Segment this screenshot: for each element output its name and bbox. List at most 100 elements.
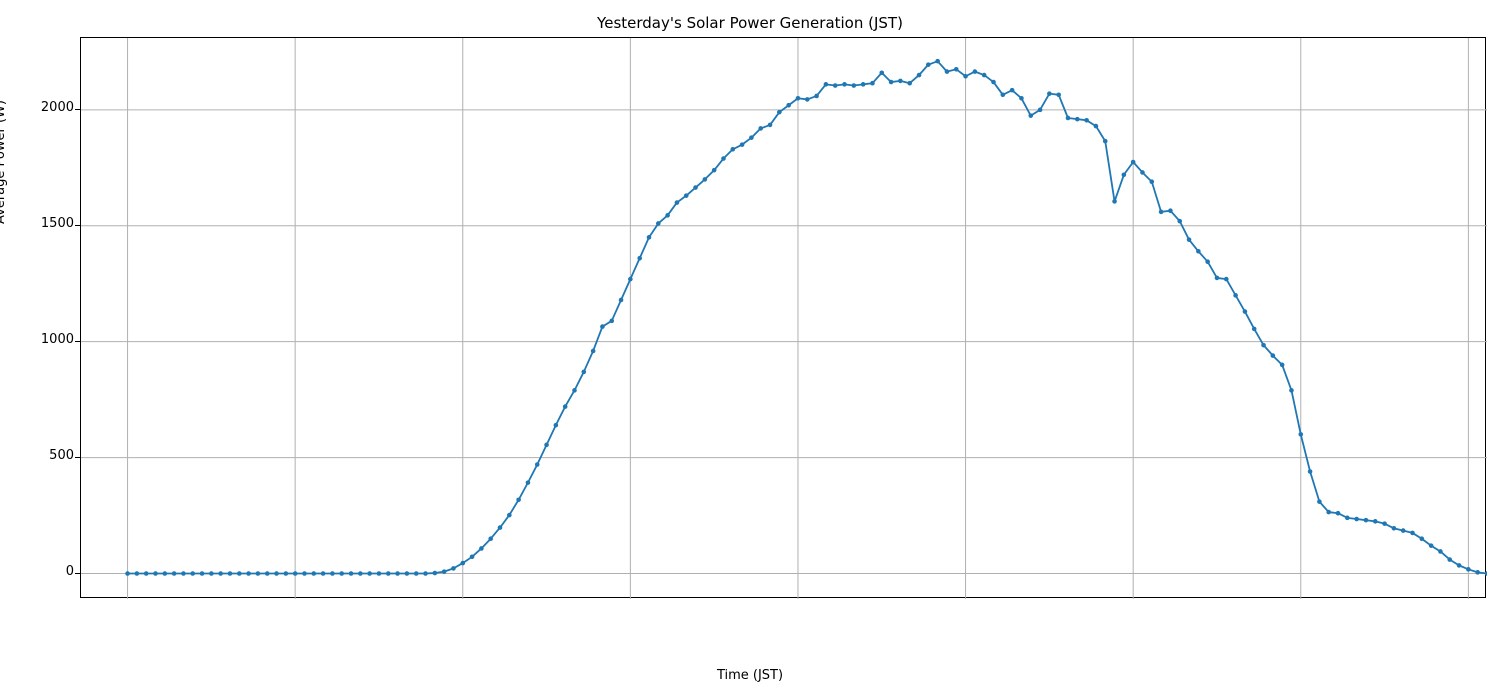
data-point-marker — [842, 82, 847, 87]
y-tick-label: 500 — [49, 447, 74, 463]
data-point-marker — [953, 67, 959, 72]
data-point-marker — [1149, 179, 1155, 185]
data-point-marker — [1261, 342, 1266, 348]
data-point-marker — [972, 69, 978, 74]
data-point-marker — [1382, 521, 1387, 526]
data-point-marker — [758, 126, 764, 131]
data-point-marker — [777, 109, 782, 115]
data-point-marker — [376, 571, 382, 576]
data-point-marker — [944, 69, 950, 74]
data-point-marker — [246, 571, 251, 576]
data-point-marker — [553, 422, 559, 428]
data-point-marker — [600, 324, 605, 329]
data-point-marker — [562, 404, 568, 409]
data-point-marker — [1354, 516, 1359, 522]
data-point-marker — [814, 93, 819, 99]
data-point-marker — [330, 571, 335, 576]
data-point-marker — [367, 571, 372, 576]
data-point-marker — [227, 571, 233, 576]
data-point-marker — [236, 571, 242, 576]
y-tick-label: 2000 — [40, 99, 74, 115]
data-point-marker — [860, 82, 866, 87]
data-point-marker — [1307, 469, 1313, 474]
data-point-marker — [1196, 248, 1201, 254]
data-point-marker — [618, 297, 624, 303]
data-point-marker — [1298, 432, 1304, 437]
data-point-marker — [1009, 87, 1015, 93]
data-point-marker — [656, 221, 661, 226]
data-point-marker — [1075, 116, 1080, 122]
y-tick-mark — [75, 224, 80, 226]
data-point-marker — [171, 571, 177, 576]
chart-title: Yesterday's Solar Power Generation (JST) — [597, 14, 903, 32]
y-tick-mark — [75, 572, 80, 574]
data-point-marker — [1484, 571, 1487, 576]
data-point-marker — [581, 369, 587, 375]
data-point-marker — [1289, 388, 1294, 393]
x-axis-label: Time (JST) — [716, 668, 784, 683]
data-point-marker — [451, 566, 456, 571]
y-tick-mark — [75, 340, 80, 342]
data-point-marker — [646, 235, 652, 240]
data-point-marker — [218, 571, 223, 576]
data-point-marker — [1084, 118, 1089, 123]
data-point-marker — [804, 97, 810, 102]
data-point-marker — [534, 462, 540, 467]
data-point-marker — [1205, 259, 1210, 264]
gridlines — [81, 38, 1487, 599]
data-point-marker — [721, 156, 726, 161]
y-tick-label: 0 — [65, 563, 74, 579]
data-point-marker — [1345, 515, 1350, 521]
data-point-marker — [590, 348, 596, 354]
data-point-marker — [162, 571, 168, 576]
data-point-marker — [888, 79, 894, 85]
data-point-marker — [926, 62, 931, 67]
data-point-marker — [1214, 275, 1220, 281]
data-point-marker — [1363, 517, 1369, 523]
data-point-marker — [153, 571, 158, 576]
data-point-marker — [404, 571, 410, 576]
data-point-marker — [413, 571, 419, 576]
data-point-marker — [730, 146, 736, 152]
data-point-marker — [1102, 138, 1108, 144]
data-point-marker — [320, 571, 326, 576]
data-point-marker — [1140, 170, 1145, 175]
data-point-marker — [497, 525, 503, 530]
data-point-marker — [786, 102, 791, 108]
data-point-marker — [1428, 543, 1434, 548]
data-point-marker — [702, 177, 708, 182]
data-point-marker — [1019, 95, 1024, 101]
data-point-marker — [395, 571, 400, 576]
data-point-marker — [907, 80, 912, 86]
data-point-marker — [1475, 570, 1480, 575]
data-plot — [81, 38, 1487, 599]
data-point-marker — [385, 571, 391, 576]
plot-area — [80, 37, 1487, 599]
data-point-marker — [851, 83, 857, 88]
data-point-marker — [460, 560, 466, 566]
data-point-marker — [255, 571, 261, 576]
data-point-marker — [488, 536, 494, 542]
data-point-marker — [339, 571, 345, 576]
series-line-solar-power — [125, 58, 1487, 576]
data-point-marker — [348, 571, 354, 576]
data-point-marker — [199, 571, 205, 576]
data-point-marker — [274, 571, 279, 576]
data-point-marker — [1251, 326, 1257, 332]
y-tick-mark — [75, 108, 80, 110]
data-point-marker — [637, 255, 642, 261]
series-line — [126, 60, 1487, 575]
data-point-marker — [1037, 107, 1043, 113]
data-point-marker — [1158, 209, 1164, 215]
data-point-marker — [628, 276, 633, 282]
data-point-marker — [609, 318, 615, 324]
data-point-marker — [1000, 92, 1006, 98]
data-point-marker — [125, 571, 130, 576]
data-point-marker — [879, 70, 885, 76]
data-point-marker — [1233, 293, 1238, 298]
data-point-marker — [1130, 159, 1136, 165]
data-point-marker — [516, 497, 521, 503]
data-point-marker — [181, 571, 186, 576]
data-point-marker — [1242, 309, 1248, 314]
